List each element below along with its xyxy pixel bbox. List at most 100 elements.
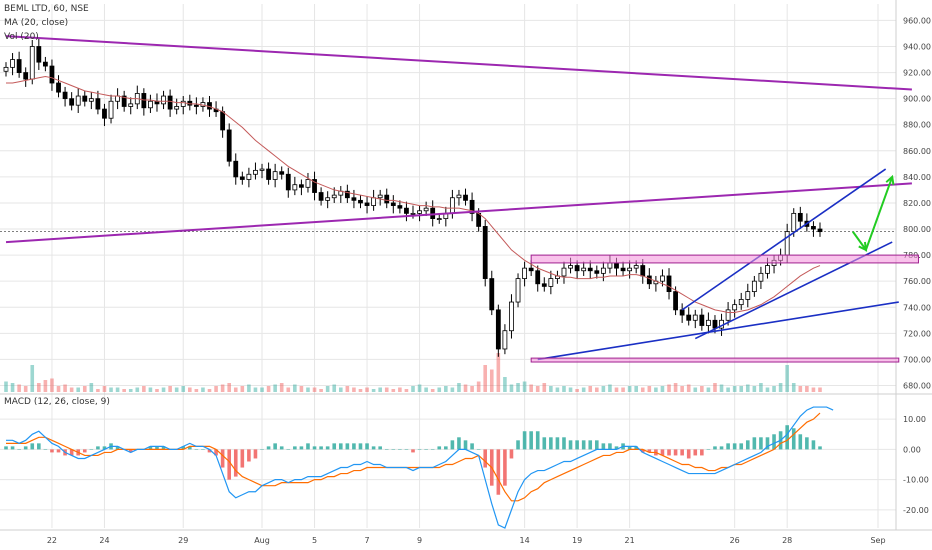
candle-body: [817, 228, 823, 233]
volume-bar: [430, 389, 435, 392]
candle-body: [673, 291, 678, 311]
macd-histogram-bar: [542, 437, 547, 450]
macd-histogram-bar: [89, 449, 94, 450]
volume-bar: [128, 389, 133, 392]
candle-body: [161, 95, 166, 105]
candle-body: [482, 226, 488, 279]
candle-body: [633, 265, 639, 269]
candle-body: [423, 207, 429, 212]
x-tick-label: 19: [572, 536, 582, 545]
macd-histogram-bar: [391, 449, 396, 450]
macd-histogram-bar: [384, 449, 389, 450]
macd-histogram-bar: [673, 449, 678, 456]
volume-bar: [50, 378, 54, 392]
macd-histogram-bar: [726, 443, 730, 450]
candle-body: [56, 82, 61, 93]
volume-bar: [562, 386, 566, 392]
volume-bar: [621, 387, 625, 392]
volume-bar: [352, 387, 356, 392]
candle-body: [751, 280, 757, 293]
volume-bar: [338, 387, 343, 392]
candle-body: [16, 59, 22, 73]
macd-histogram-bar: [595, 440, 599, 450]
volume-bar: [509, 384, 514, 392]
macd-histogram-bar: [188, 446, 192, 450]
candle-body: [725, 309, 731, 321]
candle-body: [49, 65, 55, 84]
volume-bar: [273, 384, 277, 392]
macd-histogram-bar: [739, 443, 744, 450]
candle-body: [699, 314, 705, 326]
macd-histogram-bar: [293, 446, 297, 450]
volume-bar: [82, 386, 87, 392]
candle-body: [568, 265, 573, 269]
candle-body: [226, 129, 232, 162]
candle-body: [180, 100, 186, 107]
volume-bar: [463, 384, 468, 392]
candle-body: [489, 278, 495, 311]
y-tick-label: 960.00: [903, 16, 931, 25]
candle-body: [738, 299, 744, 306]
macd-y-tick-label: 0.00: [903, 445, 921, 454]
volume-bar: [424, 387, 428, 392]
volume-bar: [759, 383, 763, 392]
y-tick-label: 700.00: [903, 355, 931, 364]
volume-bar: [608, 384, 612, 392]
candle-body: [509, 301, 514, 332]
candle-body: [351, 197, 357, 201]
macd-histogram-bar: [634, 446, 638, 450]
macd-histogram-bar: [181, 446, 186, 450]
y-tick-label: 680.00: [903, 381, 931, 390]
macd-histogram-bar: [194, 449, 199, 450]
macd-histogram-bar: [785, 425, 789, 450]
volume-bar: [667, 384, 671, 392]
volume-bar: [174, 387, 179, 392]
macd-histogram-bar: [752, 437, 757, 450]
trendline-purple: [5, 182, 912, 244]
candle-body: [535, 270, 541, 285]
candle-body: [371, 197, 377, 206]
volume-bar: [23, 386, 28, 392]
volume-bar: [798, 386, 803, 392]
volume-bar: [122, 389, 126, 392]
macd-histogram-bar: [201, 449, 205, 450]
macd-histogram-bar: [37, 443, 41, 450]
macd-histogram-bar: [417, 449, 422, 450]
volume-bar: [17, 384, 21, 392]
y-tick-label: 740.00: [903, 303, 931, 312]
macd-histogram-bar: [549, 437, 553, 450]
volume-bar: [155, 389, 159, 392]
macd-histogram-bar: [450, 440, 455, 450]
ma-legend[interactable]: MA (20, close): [4, 18, 69, 28]
macd-histogram-bar: [4, 446, 8, 450]
volume-bar: [818, 387, 822, 392]
macd-histogram-bar: [227, 449, 231, 480]
volume-bar: [496, 353, 501, 392]
candle-body: [167, 95, 173, 110]
candle-body: [384, 194, 390, 204]
volume-bar: [188, 387, 192, 392]
volume-bar: [102, 386, 107, 392]
macd-histogram-bar: [273, 443, 277, 450]
macd-legend[interactable]: MACD (12, 26, close, 9): [4, 397, 110, 407]
macd-histogram-bar: [759, 437, 763, 450]
zone-pink: [530, 254, 919, 264]
volume-bar: [286, 387, 291, 392]
volume-bar: [279, 383, 284, 392]
volume-bar: [411, 386, 415, 392]
ma-line: [6, 75, 821, 313]
macd-histogram-bar: [299, 446, 304, 450]
macd-histogram-bar: [115, 446, 120, 450]
macd-histogram-bar: [588, 440, 593, 450]
candle-body: [515, 278, 521, 303]
volume-bar: [811, 387, 816, 392]
symbol-title[interactable]: BEML LTD, 60, NSE: [4, 4, 89, 14]
candle-body: [318, 192, 324, 201]
vol-legend[interactable]: Vol (20): [4, 32, 39, 42]
volume-bar: [161, 387, 166, 392]
volume-bar: [398, 387, 402, 392]
macd-histogram-bar: [338, 443, 343, 450]
macd-histogram-bar: [155, 446, 159, 450]
candle-body: [410, 212, 416, 215]
